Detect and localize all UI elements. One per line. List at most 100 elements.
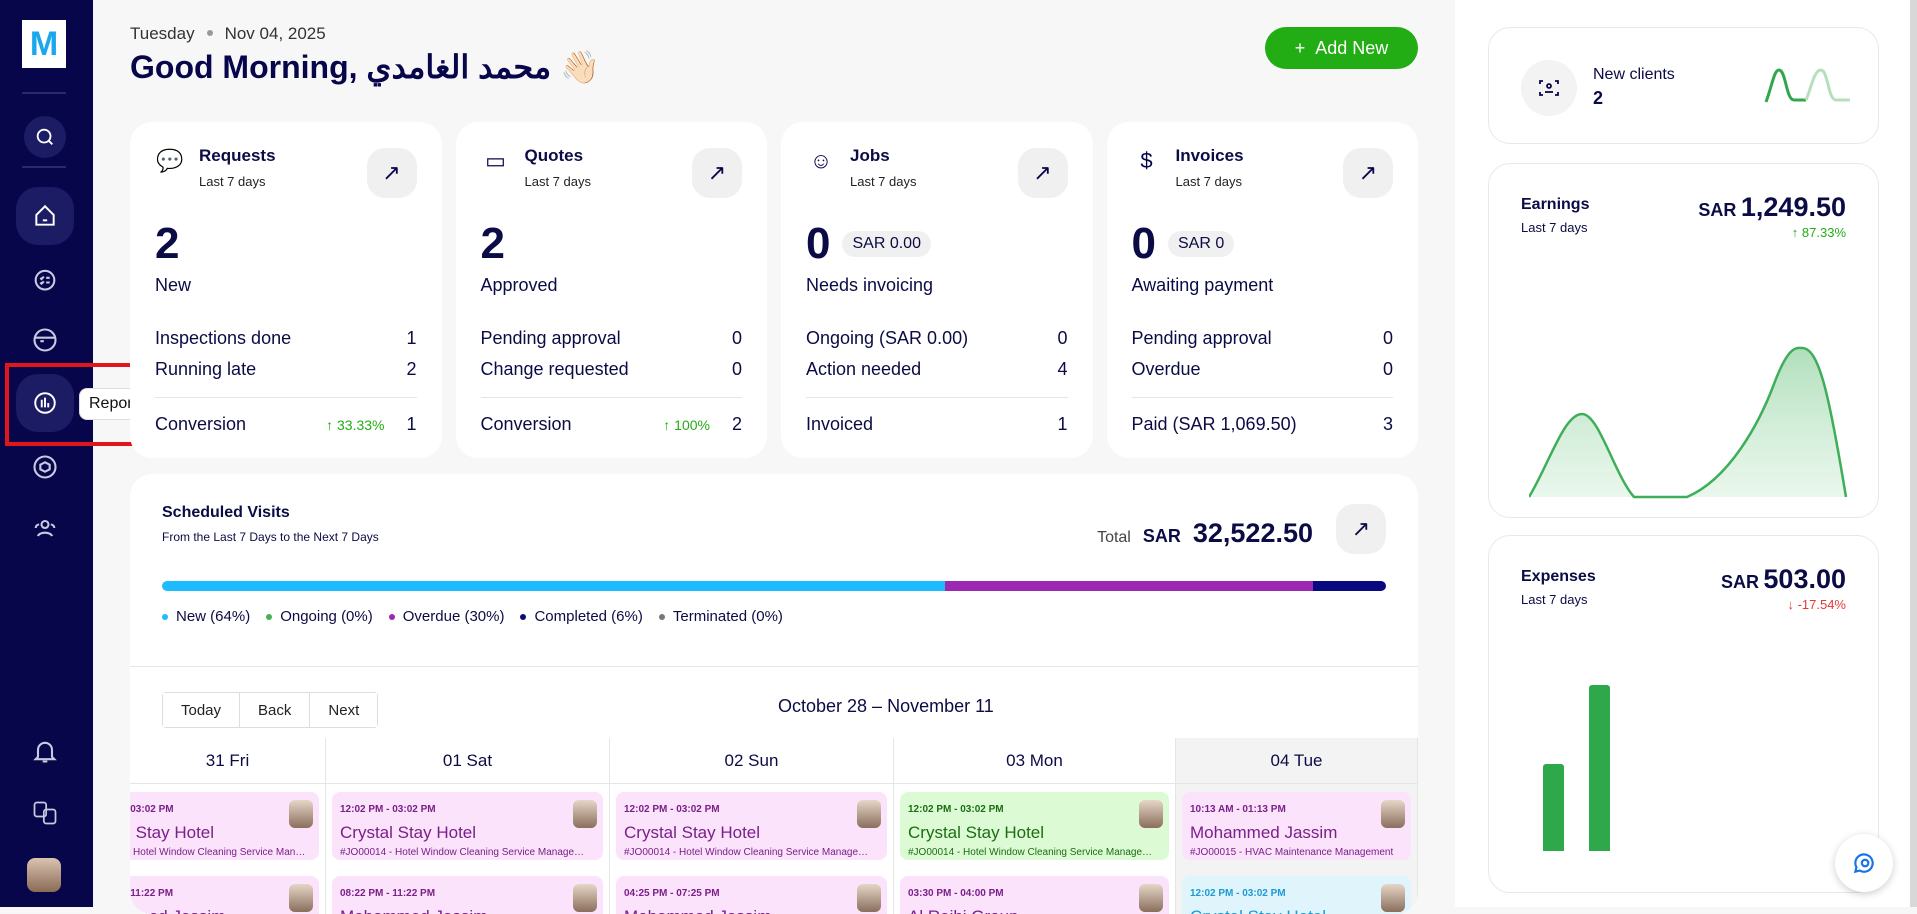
legend-item: New (64%): [162, 608, 250, 625]
stat-row[interactable]: Pending approval 0: [1132, 328, 1394, 349]
user-avatar[interactable]: [27, 858, 61, 892]
stat-value: 2: [406, 359, 417, 379]
stat-row[interactable]: Running late 2: [155, 359, 417, 380]
legend-label: New (64%): [176, 608, 251, 625]
conversion-change: ↑ 33.33%: [326, 416, 385, 433]
amount-pill: SAR 0: [1167, 231, 1235, 257]
assignee-avatar: [857, 884, 881, 912]
stat-row[interactable]: Change requested 0: [481, 359, 743, 380]
bar-segment: [945, 581, 1313, 591]
legend-item: Completed (6%): [520, 608, 643, 625]
expenses-title: Expenses: [1521, 568, 1596, 585]
stat-row[interactable]: Inspections done 1: [155, 328, 417, 349]
visit-event[interactable]: 04:25 PM - 07:25 PM Mohammed Jassim: [616, 876, 887, 914]
event-client: Mohammed Jassim: [1190, 823, 1338, 842]
visits-subtitle: From the Last 7 Days to the Next 7 Days: [162, 530, 379, 544]
open-jobs-button[interactable]: ↗: [1017, 148, 1068, 198]
visit-event[interactable]: 12:02 PM - 03:02 PM Crystal Stay Hotel #JO…: [130, 792, 319, 860]
quotes-card: ▭ Quotes Last 7 days ↗ 2 Approved Pending …: [455, 122, 767, 458]
visit-event[interactable]: 12:02 PM - 03:02 PM Crystal Stay Hotel #JO…: [616, 792, 887, 860]
earnings-amount: SAR 1,249.50 ↑ 87.33%: [1698, 192, 1846, 240]
date-line: Tuesday Nov 04, 2025: [130, 24, 326, 44]
total-label: Total: [1097, 529, 1131, 546]
clients-icon[interactable]: [24, 507, 66, 549]
footer-row[interactable]: Paid (SAR 1,069.50) 3: [1132, 414, 1394, 435]
open-quotes-button[interactable]: ↗: [692, 148, 742, 198]
scrollbar[interactable]: [1910, 0, 1917, 907]
add-new-button[interactable]: + Add New: [1265, 27, 1418, 69]
translate-icon[interactable]: [24, 792, 66, 834]
event-job: #JO00014 - Hotel Window Cleaning Service…: [624, 847, 879, 858]
day-header[interactable]: 01 Sat: [326, 738, 609, 784]
visit-event[interactable]: 12:02 PM - 03:02 PM Crystal Stay Hotel #JO…: [332, 792, 603, 860]
conversion-change: ↑ 100%: [663, 416, 710, 433]
requests-icon: 💬: [156, 148, 184, 173]
earnings-change: ↑ 87.33%: [1791, 225, 1846, 240]
next-button[interactable]: Next: [310, 693, 378, 727]
quotes-icon[interactable]: [24, 319, 66, 361]
stat-row[interactable]: Ongoing (SAR 0.00) 0: [806, 328, 1068, 349]
expenses-value: 503.00: [1763, 564, 1846, 594]
stat-label: Action needed: [806, 359, 922, 379]
visit-event[interactable]: 08:22 PM - 11:22 PM Mohammed Jassim: [332, 876, 603, 914]
expenses-card[interactable]: Expenses Last 7 days SAR 503.00 ↓ -17.54%: [1488, 535, 1879, 893]
stat-row[interactable]: Overdue 0: [1132, 359, 1394, 380]
today-button[interactable]: Today: [163, 693, 241, 727]
new-clients-card[interactable]: New clients 2: [1488, 27, 1879, 144]
stat-value: 0: [1382, 328, 1393, 348]
day-header[interactable]: 02 Sun: [610, 738, 893, 784]
bell-icon[interactable]: [24, 730, 66, 772]
schedule-icon[interactable]: [24, 258, 66, 300]
stat-value: 1: [406, 414, 417, 434]
day-header[interactable]: 04 Tue: [1176, 738, 1417, 784]
visit-event[interactable]: 03:30 PM - 04:00 PM Al Rajhi Group: [900, 876, 1169, 914]
assignee-avatar: [573, 884, 597, 912]
stat-label: Conversion: [480, 414, 572, 434]
expenses-change: ↓ -17.54%: [1787, 597, 1846, 612]
legend-label: Completed (6%): [534, 608, 643, 625]
open-invoices-button[interactable]: ↗: [1343, 148, 1393, 198]
legend-item: Terminated (0%): [658, 608, 783, 625]
new-clients-label: New clients: [1593, 66, 1675, 83]
footer-row[interactable]: Conversion ↑ 100% 2: [481, 414, 743, 435]
right-panel: New clients 2 Earnings Last 7 days SAR 1…: [1455, 0, 1917, 907]
chat-support-button[interactable]: [1835, 834, 1893, 892]
date-label: Nov 04, 2025: [224, 24, 326, 43]
open-requests-button[interactable]: ↗: [366, 148, 417, 198]
event-job: #JO00015 - HVAC Maintenance Management: [1190, 847, 1394, 858]
stat-row[interactable]: Action needed 4: [806, 359, 1068, 380]
day-column: 01 Sat 12:02 PM - 03:02 PM Crystal Stay Ho…: [326, 738, 610, 914]
home-icon[interactable]: [16, 187, 74, 245]
stat-row[interactable]: Pending approval 0: [481, 328, 743, 349]
footer-row[interactable]: Invoiced 1: [806, 414, 1068, 435]
day-header[interactable]: 31 Fri: [130, 738, 325, 784]
event-client: Crystal Stay Hotel: [340, 823, 477, 842]
products-icon[interactable]: [24, 446, 66, 488]
stat-value: 4: [1057, 359, 1068, 379]
assignee-avatar: [1381, 884, 1405, 912]
event-job: #JO00014 - Hotel Window Cleaning Service…: [340, 847, 595, 858]
visit-event[interactable]: 08:22 PM - 11:22 PM Mohammed Jassim: [130, 876, 319, 914]
amount-pill: SAR 0.00: [842, 231, 931, 257]
app-logo[interactable]: M: [22, 20, 66, 68]
search-icon[interactable]: [24, 116, 66, 158]
card-count-label: Approved: [480, 275, 558, 295]
assignee-avatar: [1381, 800, 1405, 828]
visit-event[interactable]: 12:02 PM - 03:02 PM Crystal Stay Hotel: [1182, 876, 1411, 914]
add-new-label: Add New: [1315, 37, 1389, 58]
visit-event[interactable]: 10:13 AM - 01:13 PM Mohammed Jassim #JO000…: [1182, 792, 1411, 860]
visit-event[interactable]: 12:02 PM - 03:02 PM Crystal Stay Hotel #JO…: [900, 792, 1169, 860]
open-visits-button[interactable]: ↗: [1336, 504, 1386, 554]
earnings-card[interactable]: Earnings Last 7 days SAR 1,249.50 ↑ 87.33…: [1488, 163, 1879, 518]
reports-icon[interactable]: [16, 374, 74, 432]
legend-label: Terminated (0%): [672, 608, 783, 625]
event-client: Al Rajhi Group: [908, 907, 1161, 914]
footer-row[interactable]: Conversion ↑ 33.33% 1: [155, 414, 417, 435]
back-button[interactable]: Back: [240, 693, 311, 727]
currency: SAR: [1720, 572, 1759, 592]
divider: [22, 92, 66, 94]
card-title: Requests: [199, 146, 276, 165]
card-subtitle: Last 7 days: [199, 174, 266, 189]
expenses-bar: [1543, 764, 1564, 851]
day-header[interactable]: 03 Mon: [894, 738, 1175, 784]
